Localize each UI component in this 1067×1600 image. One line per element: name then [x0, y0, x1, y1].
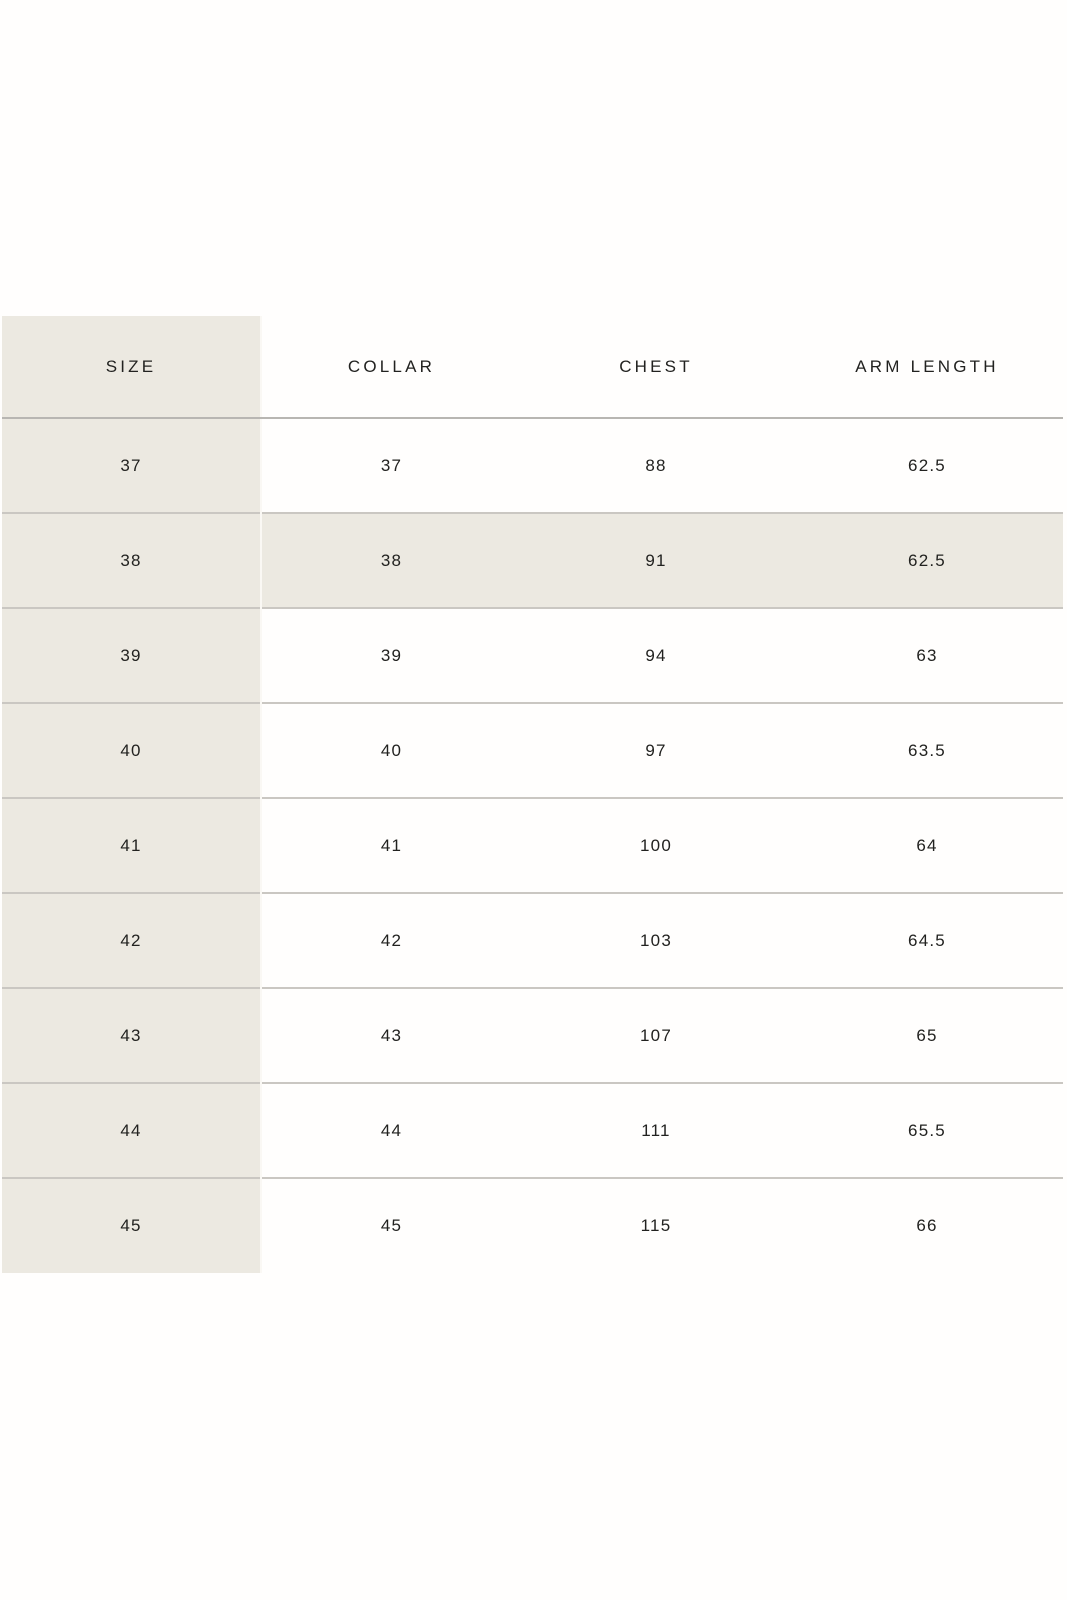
collar-cell: 44 — [380, 1120, 403, 1140]
size-chart-body: 37 37 88 62.5 38 38 91 62.5 39 39 94 63 … — [2, 418, 1063, 1273]
size-cell: 39 — [2, 608, 262, 703]
arm-length-cell: 63.5 — [908, 740, 946, 760]
size-cell: 43 — [2, 988, 262, 1083]
collar-cell: 40 — [380, 740, 403, 760]
column-header-size: SIZE — [2, 316, 262, 419]
size-cell: 38 — [2, 513, 262, 608]
size-cell: 45 — [2, 1178, 262, 1273]
table-row: 42 42 103 64.5 — [2, 893, 1063, 988]
collar-cell: 39 — [380, 645, 403, 665]
table-row: 41 41 100 64 — [2, 798, 1063, 893]
table-row: 40 40 97 63.5 — [2, 703, 1063, 798]
arm-length-cell: 63 — [916, 645, 938, 665]
arm-length-cell: 64.5 — [908, 930, 946, 950]
column-header-collar: COLLAR — [261, 316, 521, 419]
chest-cell: 103 — [640, 930, 672, 950]
arm-length-cell: 62.5 — [791, 513, 1063, 608]
arm-length-cell: 64 — [916, 835, 938, 855]
chest-cell: 94 — [645, 645, 667, 665]
chest-cell: 91 — [521, 513, 791, 608]
chest-cell: 100 — [640, 835, 672, 855]
arm-length-cell: 62.5 — [908, 455, 946, 475]
table-row: 43 43 107 65 — [2, 988, 1063, 1083]
size-cell: 40 — [2, 703, 262, 798]
size-cell: 41 — [2, 798, 262, 893]
size-cell: 44 — [2, 1083, 262, 1178]
collar-cell: 38 — [261, 513, 521, 608]
table-row: 45 45 115 66 — [2, 1178, 1063, 1273]
table-row: 39 39 94 63 — [2, 608, 1063, 703]
chest-cell: 97 — [645, 740, 667, 760]
arm-length-cell: 65.5 — [908, 1120, 946, 1140]
header-row: SIZE COLLAR CHEST ARM LENGTH — [2, 316, 1063, 419]
chest-cell: 107 — [640, 1025, 672, 1045]
chest-cell: 111 — [641, 1120, 671, 1140]
size-chart-table: SIZE COLLAR CHEST ARM LENGTH 37 37 88 62… — [2, 316, 1063, 1273]
size-chart-header: SIZE COLLAR CHEST ARM LENGTH — [2, 316, 1063, 419]
table-row: 44 44 111 65.5 — [2, 1083, 1063, 1178]
collar-cell: 43 — [380, 1025, 403, 1045]
arm-length-cell: 65 — [916, 1025, 938, 1045]
table-row: 37 37 88 62.5 — [2, 418, 1063, 513]
chest-cell: 115 — [640, 1216, 672, 1235]
size-cell: 42 — [2, 893, 262, 988]
arm-length-cell: 66 — [916, 1216, 938, 1235]
collar-cell: 37 — [380, 455, 403, 475]
size-cell: 37 — [2, 418, 262, 513]
collar-cell: 45 — [380, 1216, 403, 1235]
table-row: 38 38 91 62.5 — [2, 513, 1063, 608]
collar-cell: 41 — [380, 835, 403, 855]
chest-cell: 88 — [645, 455, 667, 475]
column-header-chest: CHEST — [521, 316, 791, 419]
column-header-arm-length: ARM LENGTH — [791, 316, 1063, 419]
size-chart: SIZE COLLAR CHEST ARM LENGTH 37 37 88 62… — [2, 316, 1063, 1273]
collar-cell: 42 — [380, 930, 403, 950]
